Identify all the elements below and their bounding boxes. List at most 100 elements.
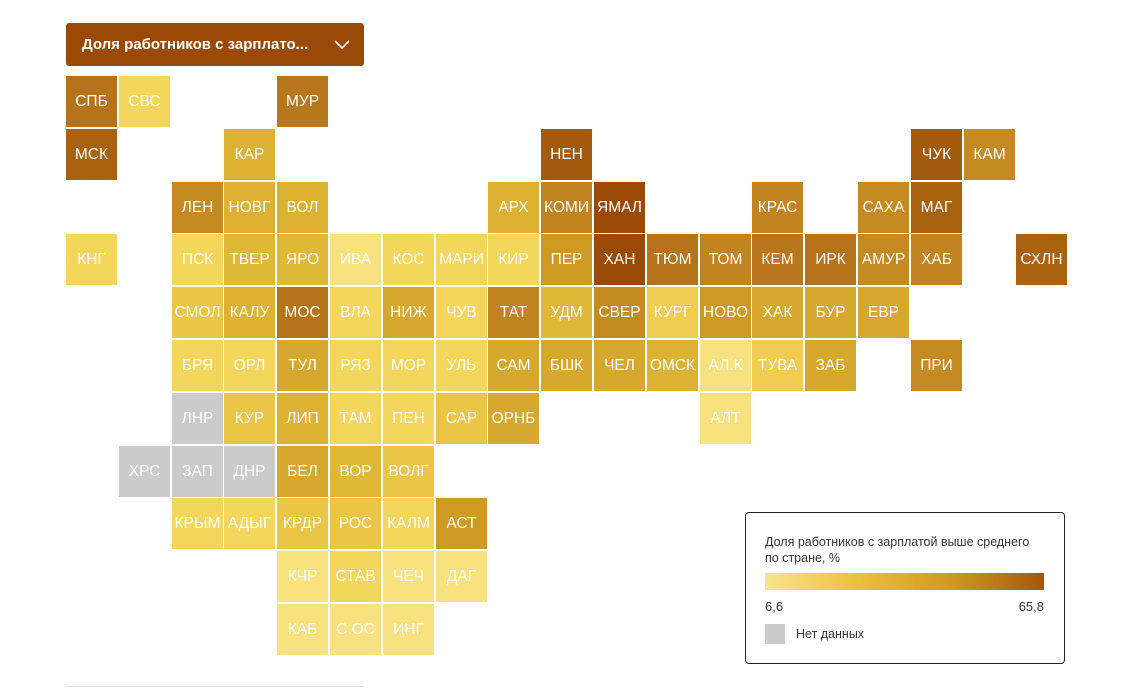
region-tile[interactable]: ЗАП xyxy=(172,446,223,497)
legend-min-label: 6,6 xyxy=(765,599,784,614)
dropdown-label: Доля работников с зарплато... xyxy=(82,36,309,53)
region-tile[interactable]: ДАГ xyxy=(436,551,487,602)
region-tile[interactable]: ХАК xyxy=(752,287,803,338)
region-tile[interactable]: ТУВА xyxy=(752,340,803,391)
region-tile[interactable]: СХЛН xyxy=(1016,234,1067,285)
region-tile[interactable]: АЛ.К xyxy=(700,340,751,391)
divider xyxy=(66,686,364,687)
region-tile[interactable]: ПЕН xyxy=(383,393,434,444)
no-data-swatch xyxy=(765,624,785,644)
region-tile[interactable]: АДЫГ xyxy=(224,498,275,549)
legend: Доля работников с зарплатой выше среднег… xyxy=(745,512,1065,664)
region-tile[interactable]: МАГ xyxy=(911,182,962,233)
region-tile[interactable]: АРХ xyxy=(488,182,539,233)
region-tile[interactable]: ЧУВ xyxy=(436,287,487,338)
legend-title: Доля работников с зарплатой выше среднег… xyxy=(765,535,1030,565)
region-tile[interactable]: БШК xyxy=(541,340,592,391)
region-tile[interactable]: ОМСК xyxy=(647,340,698,391)
region-tile[interactable]: КОМИ xyxy=(541,182,592,233)
region-tile[interactable]: БРЯ xyxy=(172,340,223,391)
region-tile[interactable]: НОВО xyxy=(700,287,751,338)
legend-max-label: 65,8 xyxy=(1018,599,1044,614)
region-tile[interactable]: САР xyxy=(436,393,487,444)
region-tile[interactable]: ИРК xyxy=(805,234,856,285)
region-tile[interactable]: ЗАБ xyxy=(805,340,856,391)
region-tile[interactable]: КРЫМ xyxy=(172,498,223,549)
region-tile[interactable]: БЕЛ xyxy=(277,446,328,497)
region-tile[interactable]: НОВГ xyxy=(224,182,275,233)
region-tile[interactable]: КЕМ xyxy=(752,234,803,285)
region-tile[interactable]: ЯРО xyxy=(277,234,328,285)
region-tile[interactable]: УЛЬ xyxy=(436,340,487,391)
no-data-label: Нет данных xyxy=(796,627,865,641)
region-tile[interactable]: МОР xyxy=(383,340,434,391)
region-tile[interactable]: ВОЛГ xyxy=(383,446,434,497)
region-tile[interactable]: УДМ xyxy=(541,287,592,338)
region-tile[interactable]: ОРЛ xyxy=(224,340,275,391)
region-tile[interactable]: НИЖ xyxy=(383,287,434,338)
region-tile[interactable]: МУР xyxy=(277,76,328,127)
region-tile[interactable]: ХРС xyxy=(119,446,170,497)
region-tile[interactable]: КУРГ xyxy=(647,287,698,338)
region-tile[interactable]: ТАТ xyxy=(488,287,539,338)
region-tile[interactable]: МОС xyxy=(277,287,328,338)
region-tile[interactable]: СВС xyxy=(119,76,170,127)
region-tile[interactable]: КРАС xyxy=(752,182,803,233)
region-tile[interactable]: АМУР xyxy=(858,234,909,285)
region-tile[interactable]: ЛЕН xyxy=(172,182,223,233)
region-tile[interactable]: РЯЗ xyxy=(330,340,381,391)
region-tile[interactable]: ВОР xyxy=(330,446,381,497)
region-tile[interactable]: ПСК xyxy=(172,234,223,285)
region-tile[interactable]: ХАБ xyxy=(911,234,962,285)
region-tile[interactable]: ТОМ xyxy=(700,234,751,285)
region-tile[interactable]: КАМ xyxy=(964,129,1015,180)
region-tile[interactable]: КИР xyxy=(488,234,539,285)
region-tile[interactable]: КАБ xyxy=(277,604,328,655)
region-tile[interactable]: КРДР xyxy=(277,498,328,549)
region-tile[interactable]: ЧЕЛ xyxy=(594,340,645,391)
region-tile[interactable]: ПРИ xyxy=(911,340,962,391)
region-tile[interactable]: ЧЕЧ xyxy=(383,551,434,602)
region-tile[interactable]: НЕН xyxy=(541,129,592,180)
region-tile[interactable]: КУР xyxy=(224,393,275,444)
region-tile[interactable]: СМОЛ xyxy=(172,287,223,338)
region-tile[interactable]: КНГ xyxy=(66,234,117,285)
region-tile[interactable]: ТАМ xyxy=(330,393,381,444)
region-tile[interactable]: ЕВР xyxy=(858,287,909,338)
region-tile[interactable]: КЧР xyxy=(277,551,328,602)
region-tile[interactable]: МСК xyxy=(66,129,117,180)
region-tile[interactable]: РОС xyxy=(330,498,381,549)
region-tile[interactable]: ВОЛ xyxy=(277,182,328,233)
region-tile[interactable]: САМ xyxy=(488,340,539,391)
region-tile[interactable]: ВЛА xyxy=(330,287,381,338)
region-tile[interactable]: КАР xyxy=(224,129,275,180)
region-tile[interactable]: С.ОС xyxy=(330,604,381,655)
region-tile[interactable]: СВЕР xyxy=(594,287,645,338)
region-tile[interactable]: КОС xyxy=(383,234,434,285)
region-tile[interactable]: АСТ xyxy=(436,498,487,549)
region-tile[interactable]: ПЕР xyxy=(541,234,592,285)
region-tile[interactable]: СПБ xyxy=(66,76,117,127)
region-tile[interactable]: ИВА xyxy=(330,234,381,285)
metric-dropdown[interactable]: Доля работников с зарплато... xyxy=(66,23,364,66)
region-tile[interactable]: ЧУК xyxy=(911,129,962,180)
region-tile[interactable]: БУР xyxy=(805,287,856,338)
region-tile[interactable]: ЛИП xyxy=(277,393,328,444)
region-tile[interactable]: ТЮМ xyxy=(647,234,698,285)
region-tile[interactable]: ДНР xyxy=(224,446,275,497)
region-tile[interactable]: ТВЕР xyxy=(224,234,275,285)
region-tile[interactable]: КАЛУ xyxy=(224,287,275,338)
region-tile[interactable]: МАРИ xyxy=(436,234,487,285)
region-tile[interactable]: КАЛМ xyxy=(383,498,434,549)
region-tile[interactable]: ИНГ xyxy=(383,604,434,655)
region-tile[interactable]: ТУЛ xyxy=(277,340,328,391)
region-tile[interactable]: ОРНБ xyxy=(488,393,539,444)
region-tile[interactable]: АЛТ xyxy=(700,393,751,444)
region-tile[interactable]: САХА xyxy=(858,182,909,233)
chevron-down-icon xyxy=(334,39,350,50)
region-tile[interactable]: ХАН xyxy=(594,234,645,285)
region-tile[interactable]: ЯМАЛ xyxy=(594,182,645,233)
legend-gradient-bar xyxy=(765,573,1044,590)
region-tile[interactable]: ЛНР xyxy=(172,393,223,444)
region-tile[interactable]: СТАВ xyxy=(330,551,381,602)
